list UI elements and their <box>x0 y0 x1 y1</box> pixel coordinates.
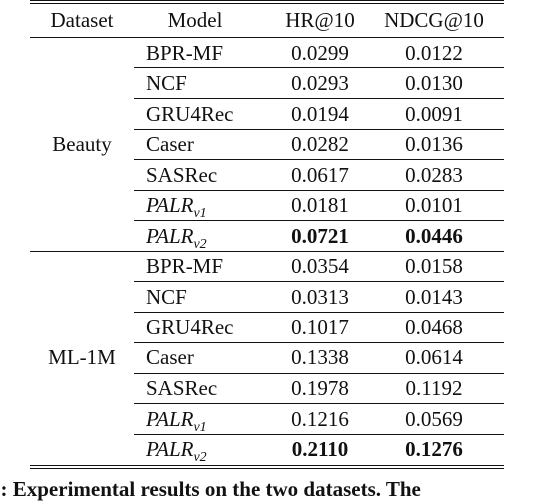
hr-cell: 0.0354 <box>291 254 349 278</box>
model-cell-palr-v2: PALRv2 <box>146 221 276 252</box>
header-dataset: Dataset <box>50 8 114 32</box>
row-rule <box>134 312 504 313</box>
ndcg-cell: 0.0122 <box>405 41 463 65</box>
row-rule <box>134 98 504 99</box>
ndcg-cell: 0.0130 <box>405 71 463 95</box>
row-rule <box>134 403 504 404</box>
hr-cell: 0.1338 <box>291 345 349 369</box>
hr-cell: 0.0299 <box>291 41 349 65</box>
model-cell: SASRec <box>146 376 218 400</box>
header-ndcg: NDCG@10 <box>384 8 484 32</box>
hr-cell: 0.0194 <box>291 102 349 126</box>
model-cell: GRU4Rec <box>146 102 234 126</box>
model-cell-palr-v1: PALRv1 <box>146 190 276 221</box>
model-name: PALR <box>146 224 194 248</box>
row-rule <box>134 373 504 374</box>
model-name: PALR <box>146 407 194 431</box>
hr-cell: 0.1216 <box>291 407 349 431</box>
ndcg-cell: 0.0158 <box>405 254 463 278</box>
hr-cell: 0.0282 <box>291 132 349 156</box>
row-rule <box>134 159 504 160</box>
bottom-rule <box>30 465 504 466</box>
model-subscript: v1 <box>193 420 207 435</box>
bottom-rule-inner <box>30 468 504 469</box>
model-cell-palr-v1: PALRv1 <box>146 404 276 435</box>
model-cell: SASRec <box>146 163 218 187</box>
ndcg-cell-best: 0.1276 <box>405 437 463 461</box>
model-cell: BPR-MF <box>146 41 224 65</box>
ndcg-cell: 0.0143 <box>405 285 463 309</box>
row-rule <box>134 434 504 435</box>
model-cell: Caser <box>146 345 194 369</box>
hr-cell-best: 0.2110 <box>291 437 349 461</box>
top-rule <box>30 0 504 1</box>
row-rule <box>134 342 504 343</box>
ndcg-cell: 0.0091 <box>405 102 463 126</box>
hr-cell: 0.0617 <box>291 163 349 187</box>
header-rule <box>30 37 504 38</box>
table-caption: 2: Experimental results on the two datas… <box>0 477 421 501</box>
hr-cell: 0.1978 <box>291 376 349 400</box>
model-cell-palr-v2: PALRv2 <box>146 434 276 465</box>
model-cell: BPR-MF <box>146 254 224 278</box>
top-rule-inner <box>30 3 504 4</box>
ndcg-cell: 0.0614 <box>405 345 463 369</box>
model-subscript: v2 <box>193 237 207 252</box>
hr-cell: 0.0181 <box>291 193 349 217</box>
model-name: PALR <box>146 193 194 217</box>
group-rule <box>30 251 504 252</box>
model-cell: Caser <box>146 132 194 156</box>
hr-cell: 0.0293 <box>291 71 349 95</box>
ndcg-cell-best: 0.0446 <box>405 224 463 248</box>
model-cell: GRU4Rec <box>146 315 234 339</box>
model-cell: NCF <box>146 71 187 95</box>
hr-cell-best: 0.0721 <box>291 224 349 248</box>
ndcg-cell: 0.1192 <box>405 376 463 400</box>
model-subscript: v2 <box>193 450 207 465</box>
row-rule <box>134 67 504 68</box>
ndcg-cell: 0.0136 <box>405 132 463 156</box>
row-rule <box>134 129 504 130</box>
model-subscript: v1 <box>193 206 207 221</box>
ndcg-cell: 0.0101 <box>405 193 463 217</box>
row-rule <box>134 190 504 191</box>
ndcg-cell: 0.0468 <box>405 315 463 339</box>
row-rule <box>134 220 504 221</box>
model-name: PALR <box>146 437 194 461</box>
row-rule <box>134 281 504 282</box>
ndcg-cell: 0.0283 <box>405 163 463 187</box>
header-model: Model <box>167 8 223 32</box>
hr-cell: 0.1017 <box>291 315 349 339</box>
group-dataset-beauty: Beauty <box>52 132 112 156</box>
group-dataset-ml1m: ML-1M <box>48 345 116 369</box>
hr-cell: 0.0313 <box>291 285 349 309</box>
ndcg-cell: 0.0569 <box>405 407 463 431</box>
header-hr: HR@10 <box>285 8 355 32</box>
model-cell: NCF <box>146 285 187 309</box>
